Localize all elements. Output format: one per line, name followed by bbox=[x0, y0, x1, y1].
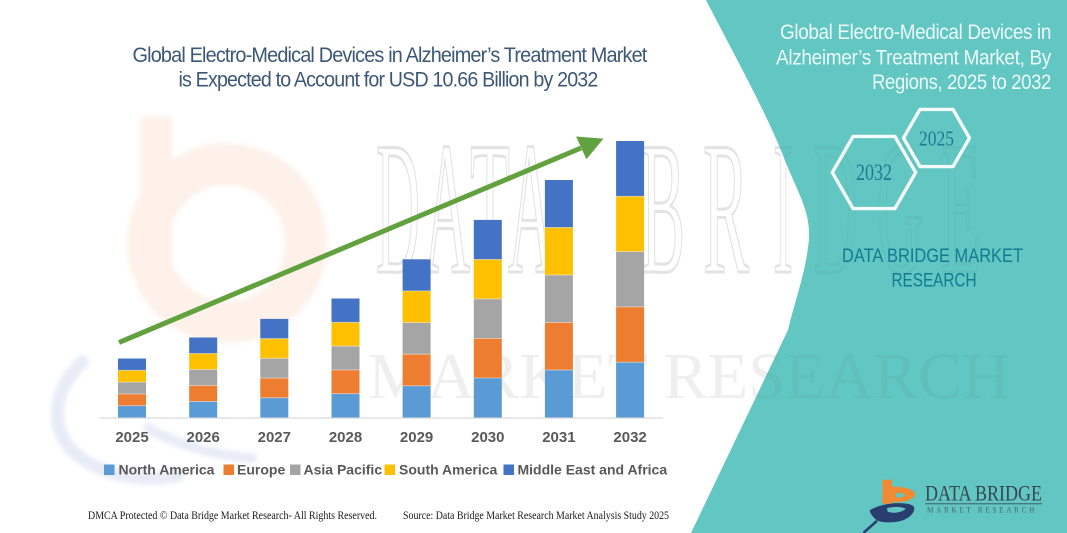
svg-text:2032: 2032 bbox=[613, 429, 646, 446]
svg-text:North America: North America bbox=[119, 462, 215, 478]
svg-text:is Expected to Account for USD: is Expected to Account for USD 10.66 Bil… bbox=[179, 68, 598, 92]
svg-text:2032: 2032 bbox=[856, 160, 892, 185]
svg-text:MARKET RESEARCH: MARKET RESEARCH bbox=[927, 506, 1037, 515]
svg-text:DATA BRIDGE MARKET: DATA BRIDGE MARKET bbox=[842, 245, 1023, 267]
svg-text:Alzheimer’s Treatment Market,: Alzheimer’s Treatment Market, By bbox=[776, 46, 1052, 70]
svg-text:2026: 2026 bbox=[187, 429, 220, 446]
svg-text:2030: 2030 bbox=[471, 429, 504, 446]
svg-text:Global Electro-Medical Devices: Global Electro-Medical Devices in bbox=[780, 20, 1051, 44]
svg-text:RESEARCH: RESEARCH bbox=[892, 270, 977, 292]
svg-text:2027: 2027 bbox=[258, 429, 291, 446]
svg-text:2028: 2028 bbox=[329, 429, 362, 446]
svg-text:Europe: Europe bbox=[237, 462, 285, 478]
svg-text:2025: 2025 bbox=[115, 429, 148, 446]
svg-text:Middle East and Africa: Middle East and Africa bbox=[518, 462, 668, 478]
svg-text:Global Electro-Medical Devices: Global Electro-Medical Devices in Alzhei… bbox=[133, 43, 648, 67]
svg-text:Asia Pacific: Asia Pacific bbox=[304, 462, 383, 478]
svg-text:South America: South America bbox=[399, 462, 497, 478]
svg-text:2031: 2031 bbox=[542, 429, 575, 446]
svg-text:Source: Data Bridge Market Res: Source: Data Bridge Market Research Mark… bbox=[403, 510, 669, 522]
svg-text:DATA BRIDGE: DATA BRIDGE bbox=[925, 481, 1042, 506]
svg-text:Regions, 2025 to 2032: Regions, 2025 to 2032 bbox=[872, 70, 1051, 94]
svg-text:2029: 2029 bbox=[400, 429, 433, 446]
svg-text:DMCA Protected © Data Bridge M: DMCA Protected © Data Bridge Market Rese… bbox=[88, 510, 377, 522]
svg-text:2025: 2025 bbox=[919, 127, 954, 151]
